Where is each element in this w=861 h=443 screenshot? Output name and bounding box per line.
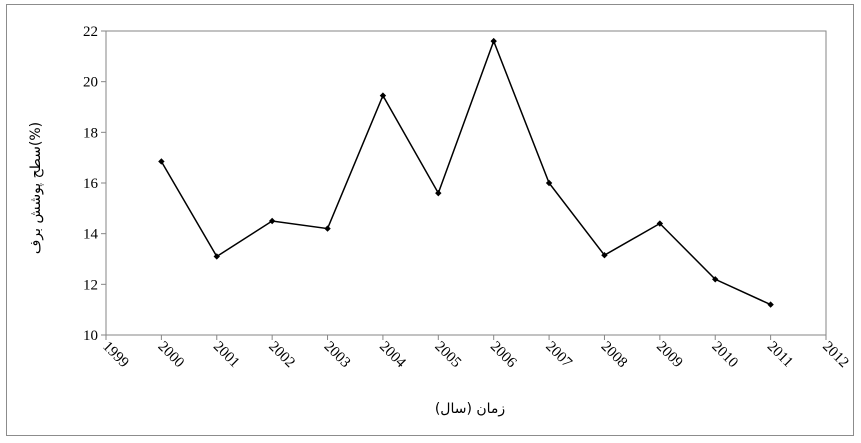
x-tick-label: 2003 xyxy=(321,339,354,372)
x-tick-label: 2008 xyxy=(598,339,631,372)
data-point xyxy=(268,217,276,225)
data-point xyxy=(601,252,608,259)
data-point xyxy=(213,253,220,260)
x-tick-label: 2011 xyxy=(764,339,796,371)
series-line xyxy=(160,39,771,306)
x-tick-label: 2004 xyxy=(376,339,409,372)
data-point xyxy=(656,220,664,227)
chart-frame xyxy=(6,4,854,436)
x-tick-label: 2007 xyxy=(542,339,575,372)
plot-border xyxy=(105,30,827,336)
plot-area: 10 12 14 16 18 20 22 1999 2000 2001 2002 2003 2004 20… xyxy=(83,24,852,371)
data-point xyxy=(324,225,331,232)
x-tick-label: 2002 xyxy=(265,339,298,372)
y-tick-label: 10 xyxy=(83,328,98,344)
y-axis-title: سطح پوشش برف(%) xyxy=(28,122,44,254)
x-axis-title: زمان (سال) xyxy=(435,401,505,417)
y-tick-label: 22 xyxy=(83,24,98,40)
data-point xyxy=(435,189,442,197)
x-tick-label: 2006 xyxy=(487,339,520,372)
x-tick-label: 2000 xyxy=(155,339,188,372)
x-tick-label: 2012 xyxy=(819,339,852,372)
data-point xyxy=(379,92,387,99)
x-tick-label: 2010 xyxy=(708,339,741,372)
data-point xyxy=(545,179,553,187)
x-tick-label: 2009 xyxy=(653,339,686,372)
y-tick-label: 20 xyxy=(83,75,98,91)
x-tick-label: 2005 xyxy=(431,339,464,372)
y-tick-label: 12 xyxy=(83,277,98,293)
y-tick-label: 18 xyxy=(83,125,98,141)
data-point xyxy=(490,37,497,45)
y-tick-label: 16 xyxy=(83,176,99,192)
x-tick-label: 2001 xyxy=(210,339,243,372)
data-point xyxy=(712,276,719,283)
data-point xyxy=(767,301,774,308)
data-point xyxy=(158,158,165,165)
x-tick-label: 1999 xyxy=(99,339,132,372)
y-tick-label: 14 xyxy=(83,227,99,243)
